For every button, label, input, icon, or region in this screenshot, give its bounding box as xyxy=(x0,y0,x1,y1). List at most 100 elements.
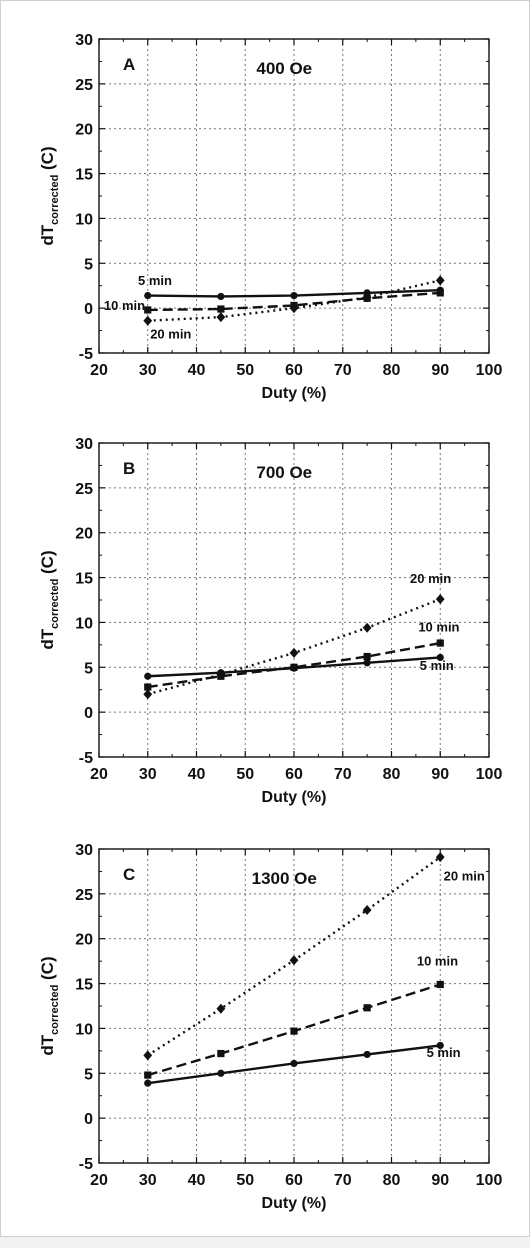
y-axis-label: dTcorrected (C) xyxy=(38,956,61,1055)
y-tick-label: 15 xyxy=(75,977,93,994)
data-point xyxy=(144,1079,152,1087)
y-tick-label: 30 xyxy=(75,32,93,49)
series-line xyxy=(147,291,441,312)
data-point xyxy=(363,1050,371,1059)
data-point xyxy=(144,306,152,314)
x-tick-label: 30 xyxy=(139,766,157,783)
x-tick-label: 80 xyxy=(383,1172,401,1189)
y-tick-label: 10 xyxy=(75,1021,93,1038)
y-axis-label: dTcorrected (C) xyxy=(38,550,61,649)
y-axis-label: dTcorrected (C) xyxy=(38,146,61,245)
y-tick-label: 25 xyxy=(75,77,93,94)
y-tick-label: 10 xyxy=(75,615,93,632)
data-point xyxy=(436,980,444,989)
series-10-min: 10 min xyxy=(144,619,460,691)
x-tick-label: 80 xyxy=(383,766,401,783)
data-point xyxy=(217,292,225,301)
x-axis-label: Duty (%) xyxy=(262,1195,327,1212)
data-point xyxy=(435,852,445,863)
x-tick-label: 60 xyxy=(285,1172,303,1189)
y-tick-label: 25 xyxy=(75,481,93,498)
chart-panel-b: 20 30 40 50 60 70 80 90 100 -5 0 5 10 15 20 25 30 Duty (%… xyxy=(38,436,502,806)
x-tick-label: 40 xyxy=(188,1172,206,1189)
x-tick-label: 90 xyxy=(431,362,449,379)
y-tick-label: 20 xyxy=(75,932,93,949)
series-5-min: 5 min xyxy=(144,1041,461,1087)
x-tick-label: 20 xyxy=(90,1172,108,1189)
series-label: 10 min xyxy=(418,619,459,634)
x-tick-label: 60 xyxy=(285,766,303,783)
series-label: 20 min xyxy=(150,327,191,342)
y-tick-label: 20 xyxy=(75,122,93,139)
series-10-min: 10 min xyxy=(144,954,458,1079)
x-tick-label: 40 xyxy=(188,766,206,783)
data-point xyxy=(436,289,444,297)
y-tick-label: 10 xyxy=(75,211,93,228)
x-tick-label: 90 xyxy=(431,1172,449,1189)
data-point xyxy=(144,1071,152,1079)
y-tick-label: 15 xyxy=(75,167,93,184)
x-tick-label: 100 xyxy=(476,1172,503,1189)
data-point xyxy=(362,622,372,633)
x-tick-label: 30 xyxy=(139,1172,157,1189)
series-label: 10 min xyxy=(417,954,458,969)
data-point xyxy=(435,275,445,286)
y-tick-label: 5 xyxy=(84,660,93,677)
x-tick-label: 50 xyxy=(236,766,254,783)
y-tick-label: 0 xyxy=(84,1111,93,1128)
x-tick-label: 20 xyxy=(90,766,108,783)
data-point xyxy=(143,315,153,326)
data-point xyxy=(217,1069,225,1077)
data-point xyxy=(217,1049,225,1058)
series-label: 5 min xyxy=(138,273,172,288)
x-tick-label: 100 xyxy=(476,766,503,783)
data-point xyxy=(144,683,152,691)
data-point xyxy=(143,689,153,700)
y-tick-label: 30 xyxy=(75,842,93,859)
y-tick-label: 20 xyxy=(75,526,93,543)
data-point xyxy=(435,594,445,605)
data-point xyxy=(289,303,299,314)
y-tick-label: 0 xyxy=(84,705,93,722)
panel-title: 400 Oe xyxy=(256,59,312,78)
x-axis-label: Duty (%) xyxy=(262,385,327,402)
data-point xyxy=(363,652,371,661)
series-label: 5 min xyxy=(427,1045,461,1060)
x-tick-label: 100 xyxy=(476,362,503,379)
panel-title: 1300 Oe xyxy=(252,869,317,888)
y-tick-label: 0 xyxy=(84,301,93,318)
panel-letter: A xyxy=(123,55,135,74)
series-5-min: 5 min xyxy=(138,273,444,301)
data-point xyxy=(363,1004,371,1012)
series-label: 5 min xyxy=(420,658,454,673)
data-point xyxy=(436,1041,444,1050)
data-point xyxy=(290,291,298,300)
x-axis-label: Duty (%) xyxy=(262,789,327,806)
panel-letter: B xyxy=(123,459,135,478)
series-20-min: 20 min xyxy=(143,571,451,700)
x-tick-label: 50 xyxy=(236,362,254,379)
y-tick-label: -5 xyxy=(79,750,93,767)
chart-panel-a: 20 30 40 50 60 70 80 90 100 -5 0 5 10 15 20 25 30 Duty (%… xyxy=(38,32,502,402)
series-20-min: 20 min xyxy=(143,275,445,342)
panel-letter: C xyxy=(123,865,135,884)
x-tick-label: 70 xyxy=(334,362,352,379)
y-tick-label: -5 xyxy=(79,1156,93,1173)
chart-panel-c: 20 30 40 50 60 70 80 90 100 -5 0 5 10 15 20 25 30 Duty (%… xyxy=(38,842,502,1212)
x-tick-label: 20 xyxy=(90,362,108,379)
x-tick-label: 30 xyxy=(139,362,157,379)
series-line xyxy=(147,279,441,322)
data-point xyxy=(217,305,225,313)
series-label: 20 min xyxy=(410,571,451,586)
x-tick-label: 50 xyxy=(236,1172,254,1189)
data-point xyxy=(216,1003,226,1014)
x-tick-label: 70 xyxy=(334,1172,352,1189)
data-point xyxy=(144,291,152,300)
series-20-min: 20 min xyxy=(143,852,485,1061)
panel-title: 700 Oe xyxy=(256,463,312,482)
data-point xyxy=(143,1050,153,1061)
series-label: 20 min xyxy=(444,868,485,883)
data-point xyxy=(290,1027,298,1035)
y-tick-label: 15 xyxy=(75,571,93,588)
